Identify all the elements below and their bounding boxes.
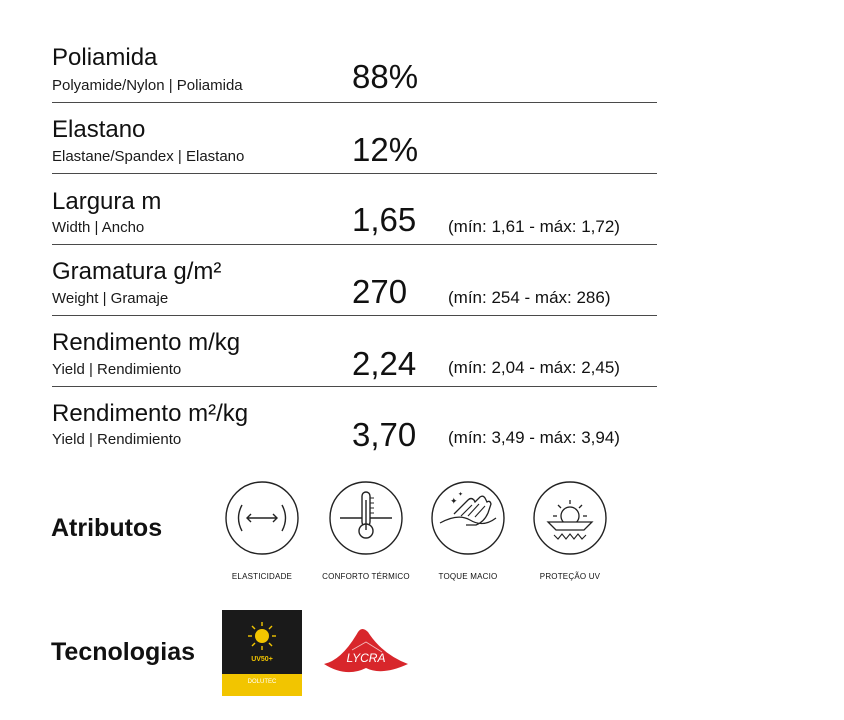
uv-protection-sun-icon <box>520 478 620 558</box>
uv50-badge-dark-panel: UV50+ <box>222 610 302 674</box>
uv50-badge-yellow-strip <box>222 674 302 696</box>
spec-value: 12% <box>352 131 419 168</box>
spec-sublabel: Weight | Gramaje <box>52 290 169 307</box>
spec-label: Rendimento m/kg <box>52 329 241 356</box>
thermometer-icon <box>316 478 416 558</box>
attribute-caption: Proteção UV <box>539 572 601 581</box>
attribute-soft-touch: ✦ ✦ Toque Macio <box>418 478 518 582</box>
spec-row-rendimento-mkg: Rendimento m/kg Yield | Rendimiento 2,24… <box>52 316 657 387</box>
lycra-text: LYCRA <box>347 651 386 665</box>
spec-row-gramatura: Gramatura g/m² Weight | Gramaje 270 (mín… <box>52 245 657 316</box>
spec-range: (mín: 3,49 - máx: 3,94) <box>448 428 620 447</box>
uv50-badge: UV50+ DOLUTEC <box>222 610 302 696</box>
spec-value: 270 <box>352 273 408 310</box>
spec-value: 3,70 <box>352 416 417 453</box>
uv50-text: UV50+ <box>251 656 273 663</box>
attribute-elasticity: Elasticidade <box>212 478 312 582</box>
spec-sublabel: Elastane/Spandex | Elastano <box>52 148 245 165</box>
spec-label: Rendimento m²/kg <box>52 400 249 427</box>
spec-row-rendimento-m2kg: Rendimento m²/kg Yield | Rendimiento 3,7… <box>52 386 657 456</box>
spec-label: Gramatura g/m² <box>52 258 222 285</box>
spec-row-poliamida: Poliamida Polyamide/Nylon | Poliamida 88… <box>52 32 657 103</box>
svg-text:✦: ✦ <box>450 497 458 507</box>
spec-sublabel: Yield | Rendimiento <box>52 361 182 378</box>
uv50-brand: DOLUTEC <box>247 679 277 685</box>
attribute-caption: Conforto Térmico <box>322 572 410 581</box>
soft-touch-hand-icon: ✦ ✦ <box>418 478 518 558</box>
spec-sublabel: Width | Ancho <box>52 219 145 236</box>
elasticity-icon <box>212 478 312 558</box>
spec-row-largura: Largura m Width | Ancho 1,65 (mín: 1,61 … <box>52 174 657 245</box>
spec-value: 1,65 <box>352 201 417 238</box>
spec-value: 88% <box>352 58 419 95</box>
spec-label: Largura m <box>52 188 162 215</box>
technologies-title: Tecnologias <box>51 638 196 666</box>
spec-sublabel: Yield | Rendimiento <box>52 431 182 448</box>
attribute-uv-protection: Proteção UV <box>520 478 620 582</box>
lycra-logo: LYCRA <box>322 624 410 680</box>
attribute-caption: Elasticidade <box>231 572 293 581</box>
spec-sublabel: Polyamide/Nylon | Poliamida <box>52 77 243 94</box>
spec-row-elastano: Elastano Elastane/Spandex | Elastano 12% <box>52 103 657 174</box>
spec-range: (mín: 2,04 - máx: 2,45) <box>448 358 620 377</box>
attribute-caption: Toque Macio <box>438 572 498 581</box>
spec-range: (mín: 254 - máx: 286) <box>448 288 611 307</box>
attributes-title: Atributos <box>51 514 163 542</box>
spec-value: 2,24 <box>352 345 417 382</box>
svg-text:✦: ✦ <box>458 491 463 498</box>
spec-range: (mín: 1,61 - máx: 1,72) <box>448 217 620 236</box>
spec-label: Elastano <box>52 116 146 143</box>
attribute-thermal-comfort: Conforto Térmico <box>316 478 416 582</box>
spec-label: Poliamida <box>52 44 158 71</box>
